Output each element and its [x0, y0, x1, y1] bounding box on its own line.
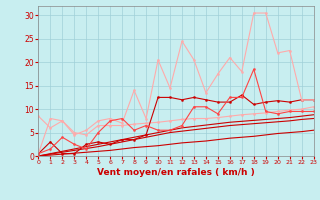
X-axis label: Vent moyen/en rafales ( km/h ): Vent moyen/en rafales ( km/h ) [97, 168, 255, 177]
